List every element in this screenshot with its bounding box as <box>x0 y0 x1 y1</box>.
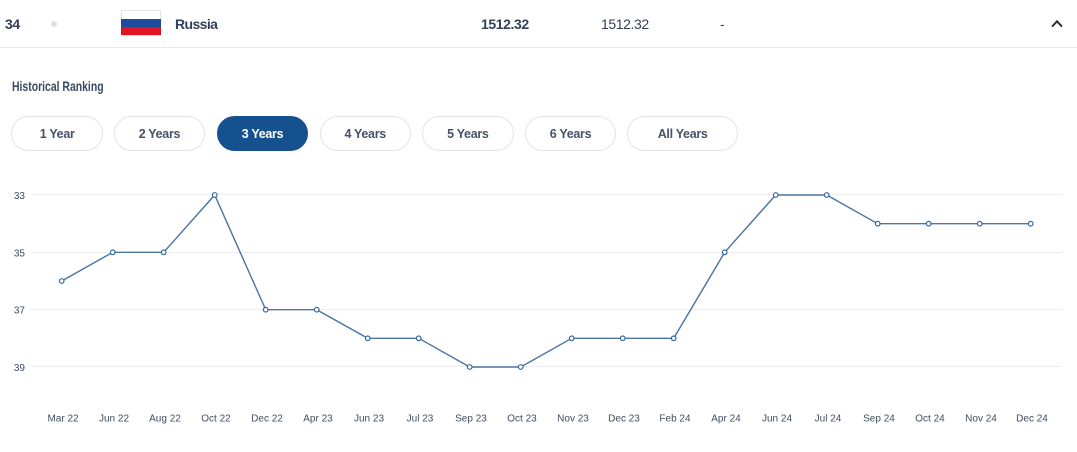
svg-text:Oct 24: Oct 24 <box>915 413 945 424</box>
svg-text:Jun 23: Jun 23 <box>354 413 384 424</box>
svg-text:Apr 24: Apr 24 <box>711 413 741 424</box>
svg-text:Nov 23: Nov 23 <box>557 413 589 424</box>
svg-text:35: 35 <box>14 248 26 259</box>
svg-text:Dec 24: Dec 24 <box>1016 413 1048 424</box>
svg-text:Nov 24: Nov 24 <box>965 413 997 424</box>
svg-text:Jun 22: Jun 22 <box>99 413 129 424</box>
svg-text:Dec 23: Dec 23 <box>608 413 640 424</box>
svg-text:Oct 23: Oct 23 <box>507 413 537 424</box>
svg-text:Sep 23: Sep 23 <box>455 413 487 424</box>
svg-text:Jul 24: Jul 24 <box>815 413 842 424</box>
svg-text:Jun 24: Jun 24 <box>762 413 792 424</box>
svg-text:Feb 24: Feb 24 <box>659 413 691 424</box>
svg-text:Jul 23: Jul 23 <box>407 413 434 424</box>
svg-text:33: 33 <box>14 191 26 202</box>
svg-text:Oct 22: Oct 22 <box>201 413 231 424</box>
svg-text:Dec 22: Dec 22 <box>251 413 283 424</box>
svg-text:Sep 24: Sep 24 <box>863 413 895 424</box>
svg-text:37: 37 <box>14 306 26 317</box>
svg-text:39: 39 <box>14 363 26 374</box>
svg-text:Apr 23: Apr 23 <box>303 413 333 424</box>
svg-text:Mar 22: Mar 22 <box>47 413 79 424</box>
svg-text:Aug 22: Aug 22 <box>149 413 181 424</box>
